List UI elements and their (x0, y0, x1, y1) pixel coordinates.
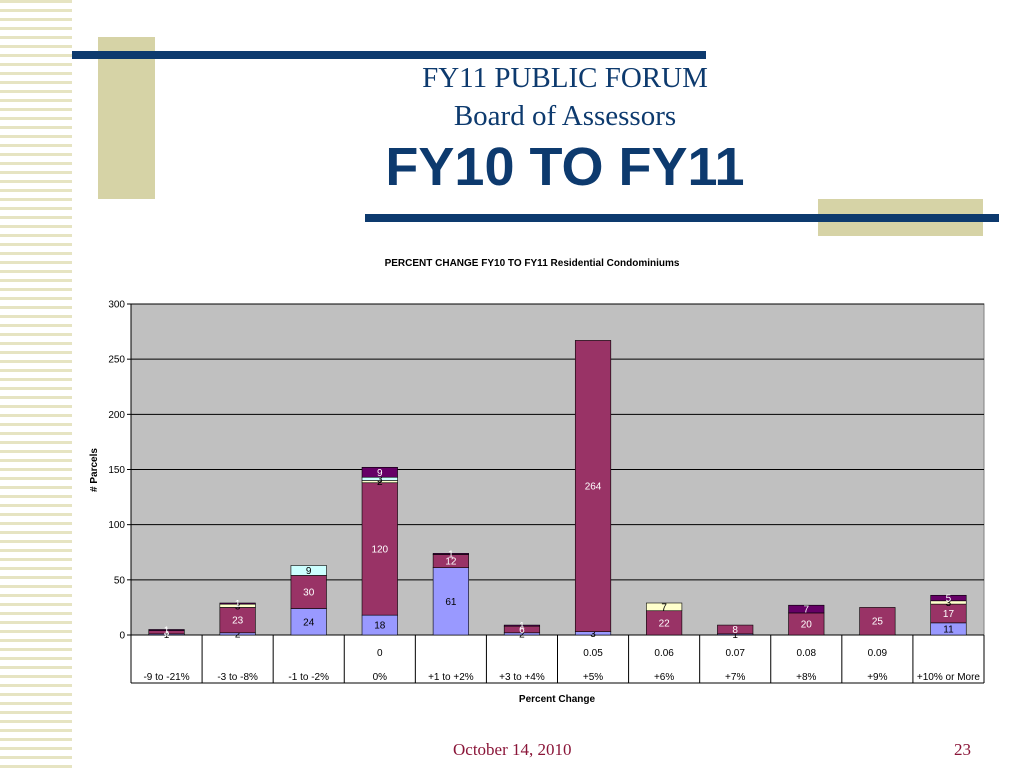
data-label: 2 (377, 477, 383, 488)
bar-segment (930, 594, 967, 602)
data-label: 7 (661, 602, 667, 613)
bar-segment (788, 604, 825, 614)
data-label: 2 (519, 629, 525, 640)
data-label: 24 (303, 617, 315, 628)
x-tick-label: -3 to -8% (217, 672, 258, 683)
data-label: 5 (946, 594, 952, 605)
bar-segment (646, 610, 683, 636)
slide-title-main: FY10 TO FY11 (385, 137, 745, 197)
x-axis-label: Percent Change (519, 694, 596, 705)
data-label: 1 (164, 630, 170, 641)
slide-title-line1: FY11 PUBLIC FORUM (422, 62, 708, 94)
y-tick-label: 200 (108, 410, 125, 421)
page-number: 23 (954, 740, 971, 759)
y-tick-label: 100 (108, 520, 125, 531)
x-category-value: 0.08 (797, 648, 817, 659)
data-label: 17 (943, 609, 955, 620)
x-tick-label: +7% (725, 672, 745, 683)
data-label: 1 (519, 621, 525, 632)
data-label: 1 (448, 549, 454, 560)
x-tick-label: +9% (867, 672, 887, 683)
bar-segment (432, 553, 469, 555)
y-tick-label: 150 (108, 465, 125, 476)
data-label: 2 (235, 629, 241, 640)
data-label: 18 (374, 621, 386, 632)
bar-segment (148, 629, 185, 631)
x-tick-label: +6% (654, 672, 674, 683)
data-label: 12 (445, 557, 457, 568)
x-category-value: 0.06 (654, 648, 674, 659)
x-category-value: 0.07 (725, 648, 745, 659)
bar-segment (290, 575, 327, 609)
decorative-line-bottom (365, 214, 999, 222)
data-label: 9 (306, 566, 312, 577)
data-label: 3 (377, 474, 383, 485)
bar-segment (646, 602, 683, 612)
data-label: 6 (519, 625, 525, 636)
bar-segment (290, 565, 327, 576)
data-label: 264 (585, 482, 602, 493)
x-tick-label: +8% (796, 672, 816, 683)
x-category-value: 0.09 (868, 648, 888, 659)
data-label: 1 (732, 630, 738, 641)
decorative-box-left (98, 37, 155, 199)
data-label: 20 (801, 619, 813, 630)
y-axis-label: # Parcels (89, 448, 100, 492)
data-label: 1 (164, 626, 170, 637)
data-label: 7 (804, 605, 810, 616)
bar-segment (503, 624, 541, 627)
x-category-value: 0 (377, 648, 383, 659)
data-label: 3 (590, 629, 596, 640)
bar-segment (290, 608, 327, 636)
data-label: 1 (235, 599, 241, 610)
x-tick-label: +10% or More (917, 672, 981, 683)
slide-title-line2: Board of Assessors (453, 100, 677, 132)
x-tick-label: -9 to -21% (143, 672, 189, 683)
decorative-line-top (72, 51, 706, 59)
decorative-stripes (0, 0, 72, 768)
data-label: 3 (235, 601, 241, 612)
bar-segment (219, 602, 256, 605)
footer-date: October 14, 2010 (453, 740, 572, 759)
y-tick-label: 0 (119, 631, 125, 642)
x-tick-label: +5% (583, 672, 603, 683)
x-tick-label: 0% (373, 672, 388, 683)
x-tick-label: -1 to -2% (288, 672, 329, 683)
data-label: 23 (232, 616, 244, 627)
data-label: 11 (943, 624, 954, 635)
data-label: 120 (371, 544, 388, 555)
bar-segment (219, 607, 256, 634)
data-label: 22 (659, 618, 671, 629)
bar-segment (859, 607, 896, 636)
x-tick-label: +3 to +4% (499, 672, 545, 683)
data-label: 25 (872, 617, 884, 628)
data-label: 61 (445, 597, 457, 608)
bar-segment (361, 482, 398, 616)
bar-segment (361, 466, 398, 478)
data-label: 30 (303, 587, 315, 598)
data-label: 3 (946, 598, 952, 609)
data-label: 3 (164, 628, 170, 639)
data-label: 9 (377, 468, 383, 479)
y-tick-label: 300 (108, 300, 125, 311)
data-label: 8 (732, 625, 738, 636)
bar-segment (574, 340, 612, 632)
x-category-value: 0.05 (583, 648, 603, 659)
y-tick-label: 50 (114, 575, 126, 586)
y-tick-label: 250 (108, 355, 125, 366)
x-tick-label: +1 to +2% (428, 672, 474, 683)
bar-segment (717, 624, 754, 635)
chart-title: PERCENT CHANGE FY10 TO FY11 Residential … (385, 258, 680, 269)
